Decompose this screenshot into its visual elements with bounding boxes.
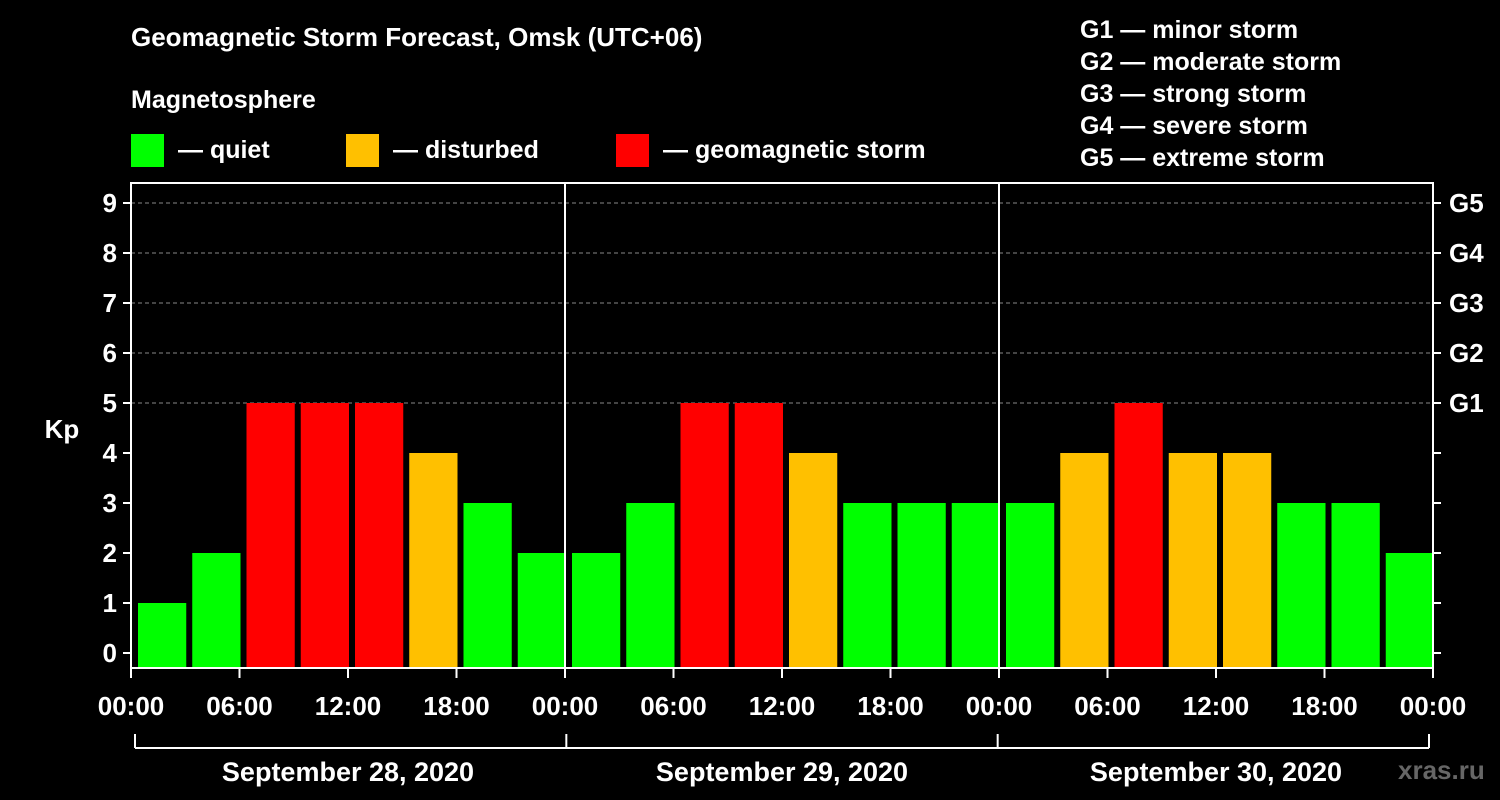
x-tick-label: 12:00 [749, 691, 816, 721]
chart-title: Geomagnetic Storm Forecast, Omsk (UTC+06… [131, 22, 703, 52]
x-tick-label: 12:00 [315, 691, 382, 721]
bar [409, 453, 458, 668]
bar [355, 403, 404, 668]
y-tick-label: 8 [103, 238, 117, 268]
g-tick-label: G2 [1449, 338, 1484, 368]
x-tick-label: 18:00 [1291, 691, 1358, 721]
day-label: September 29, 2020 [656, 757, 908, 787]
y-tick-label: 1 [103, 588, 117, 618]
bar [1223, 453, 1272, 668]
bar [1385, 553, 1434, 668]
day-label: September 28, 2020 [222, 757, 474, 787]
g-tick-label: G1 [1449, 388, 1484, 418]
watermark: xras.ru [1398, 755, 1485, 785]
y-tick-label: 3 [103, 488, 117, 518]
bar [1060, 453, 1109, 668]
y-tick-label: 4 [103, 438, 118, 468]
x-tick-label: 06:00 [206, 691, 273, 721]
legend-item-disturbed: — disturbed [346, 132, 539, 168]
y-axis-label: Kp [45, 414, 80, 444]
day-label: September 30, 2020 [1090, 757, 1342, 787]
legend-swatch-disturbed [346, 133, 379, 167]
bar [734, 403, 783, 668]
bar [1006, 503, 1055, 668]
x-tick-label: 00:00 [532, 691, 599, 721]
x-tick-label: 12:00 [1183, 691, 1250, 721]
y-tick-label: 7 [103, 288, 117, 318]
g-scale-g4: G4 — severe storm [1080, 112, 1308, 140]
y-tick-label: 2 [103, 538, 117, 568]
bar [1331, 503, 1380, 668]
g-scale-g3: G3 — strong storm [1080, 80, 1307, 108]
x-tick-label: 06:00 [640, 691, 707, 721]
bar [572, 553, 621, 668]
bar [192, 553, 241, 668]
x-tick-label: 00:00 [1400, 691, 1467, 721]
x-tick-label: 06:00 [1074, 691, 1141, 721]
x-tick-label: 00:00 [98, 691, 165, 721]
bar [843, 503, 892, 668]
y-tick-label: 0 [103, 638, 117, 668]
y-tick-label: 6 [103, 338, 117, 368]
g-tick-label: G4 [1449, 238, 1484, 268]
g-tick-label: G5 [1449, 188, 1484, 218]
legend-swatch-quiet [131, 133, 164, 167]
x-tick-label: 18:00 [423, 691, 490, 721]
y-tick-label: 5 [103, 388, 117, 418]
bar [626, 503, 675, 668]
bar [680, 403, 729, 668]
bar [517, 553, 566, 668]
bar [300, 403, 349, 668]
legend-label-storm: — geomagnetic storm [663, 135, 926, 164]
bar [463, 503, 512, 668]
y-tick-label: 9 [103, 188, 117, 218]
bar [1168, 453, 1217, 668]
bar [1114, 403, 1163, 668]
bar [246, 403, 295, 668]
legend-subtitle: Magnetosphere [131, 86, 316, 114]
legend: — quiet — disturbed — geomagnetic storm [131, 132, 1031, 168]
legend-item-quiet: — quiet [131, 132, 270, 168]
legend-label-quiet: — quiet [178, 135, 270, 164]
x-tick-label: 18:00 [857, 691, 924, 721]
legend-item-storm: — geomagnetic storm [616, 132, 926, 168]
x-tick-label: 00:00 [966, 691, 1033, 721]
bar [1277, 503, 1326, 668]
g-tick-label: G3 [1449, 288, 1484, 318]
bar [951, 503, 1000, 668]
g-scale-g2: G2 — moderate storm [1080, 48, 1342, 76]
g-scale-g1: G1 — minor storm [1080, 16, 1299, 44]
g-scale-g5: G5 — extreme storm [1080, 144, 1325, 172]
bar [138, 603, 187, 668]
legend-swatch-storm [616, 133, 649, 167]
legend-label-disturbed: — disturbed [393, 135, 539, 164]
bar [789, 453, 838, 668]
g-scale-legend: G1 — minor storm G2 — moderate storm G3 … [1080, 14, 1341, 174]
bar [897, 503, 946, 668]
